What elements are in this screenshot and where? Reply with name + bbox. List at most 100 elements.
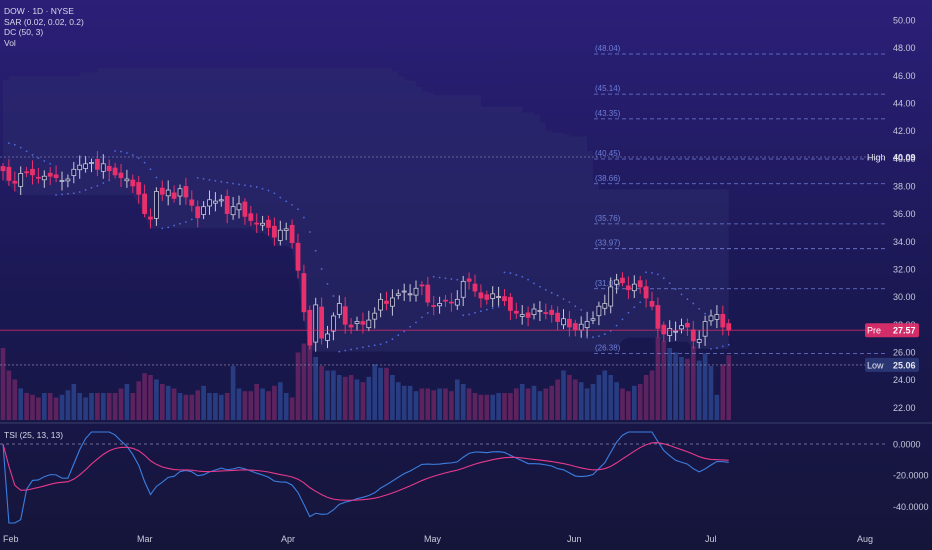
candle-body [626, 285, 631, 291]
candle-body [726, 323, 732, 331]
volume-bar [177, 393, 183, 420]
time-axis-label: Jul [705, 534, 717, 544]
volume-bar [531, 385, 537, 420]
volume-bar [183, 394, 189, 420]
candle-body [260, 222, 266, 226]
volume-bar [24, 393, 29, 420]
sar-dot [155, 176, 158, 179]
volume-bar [171, 388, 177, 420]
sar-dot [196, 176, 199, 179]
candle-body [207, 199, 212, 207]
sar-dot [43, 160, 46, 162]
price-axis-tick: 26.00 [893, 347, 916, 357]
candle-body [584, 321, 590, 329]
sar-dot [96, 184, 99, 187]
sar-dot [574, 305, 577, 308]
candle-body [301, 273, 307, 313]
sar-dot [190, 218, 193, 221]
volume-bar [608, 375, 613, 420]
volume-bar [543, 388, 549, 420]
candle-body [413, 287, 419, 296]
sar-dot [409, 325, 411, 328]
candle-body [342, 306, 348, 325]
sar-dot [367, 345, 370, 348]
tsi-indicator-label[interactable]: TSI (25, 13, 13) [4, 430, 64, 440]
symbol-title[interactable]: DOW · 1D · NYSE [4, 6, 74, 16]
sar-dot [126, 152, 128, 154]
time-axis-label: Aug [857, 534, 873, 544]
volume-bar [490, 394, 495, 420]
volume-bar [720, 364, 726, 420]
volume-bar [189, 394, 195, 420]
price-candles [0, 151, 732, 352]
fib-level-label: (40.45) [595, 149, 621, 158]
fib-level-label: (35.76) [595, 214, 621, 223]
volume-bar [590, 384, 596, 420]
price-badge-value: 25.06 [893, 360, 916, 370]
candle-body [277, 229, 283, 241]
sar-dot [485, 308, 488, 311]
volume-bar [30, 394, 35, 420]
sar-dot [639, 301, 642, 304]
price-axis-tick: 34.00 [893, 237, 916, 247]
volume-bar [525, 388, 531, 420]
sar-dot [285, 200, 288, 203]
sar-dot [615, 324, 618, 327]
candle-body [443, 299, 448, 302]
volume-bar [614, 382, 619, 420]
volume-bar [295, 352, 301, 420]
volume-bar [372, 364, 377, 420]
sar-dot [432, 275, 435, 278]
sar-dot [491, 307, 494, 310]
volume-bar [514, 388, 519, 420]
volume-bar [561, 370, 566, 420]
volume-bar [578, 382, 584, 420]
fib-level-label: (31.07) [595, 279, 621, 288]
volume-bar [219, 394, 224, 420]
volume-indicator-label[interactable]: Vol [4, 37, 16, 48]
time-axis-label: May [424, 534, 442, 544]
sar-dot [438, 276, 441, 279]
candle-body [283, 228, 289, 231]
tsi-axis-tick: 0.0000 [893, 440, 921, 450]
candle-body [366, 319, 372, 329]
fib-level-label: (26.38) [595, 344, 621, 353]
volume-bar [65, 390, 71, 420]
volume-bar [337, 375, 342, 420]
candle-body [620, 277, 625, 284]
candle-body [513, 310, 519, 314]
sar-dot [308, 231, 311, 233]
volume-bar [36, 397, 41, 420]
volume-bar [378, 367, 383, 420]
sar-indicator-label[interactable]: SAR (0.02, 0.02, 0.2) [4, 16, 84, 27]
candle-body [543, 312, 549, 314]
sar-dot [521, 275, 524, 278]
candle-body [549, 309, 555, 315]
volume-bar [106, 393, 112, 420]
candle-body [118, 172, 124, 179]
parabolic-sar-dots [7, 142, 730, 353]
time-axis-label: Feb [3, 534, 19, 544]
sar-dot [403, 330, 406, 333]
candle-body [100, 163, 106, 172]
sar-dot [303, 216, 305, 219]
sar-dot [497, 305, 500, 308]
volume-bar [266, 391, 271, 420]
sar-dot [668, 282, 671, 285]
volume-bar [331, 370, 336, 420]
price-axis-tick: 44.00 [893, 98, 916, 108]
volume-bar [396, 382, 401, 420]
volume-bar [254, 384, 259, 420]
candle-body [41, 175, 47, 181]
price-axis-tick: 36.00 [893, 209, 916, 219]
volume-bar [272, 385, 277, 420]
sar-dot [580, 309, 583, 311]
volume-bar [508, 393, 513, 420]
donchian-indicator-label[interactable]: DC (50, 3) [4, 27, 44, 37]
volume-bar [6, 370, 12, 420]
candle-body [378, 298, 384, 311]
candle-body [395, 293, 401, 296]
candle-body [0, 166, 6, 172]
